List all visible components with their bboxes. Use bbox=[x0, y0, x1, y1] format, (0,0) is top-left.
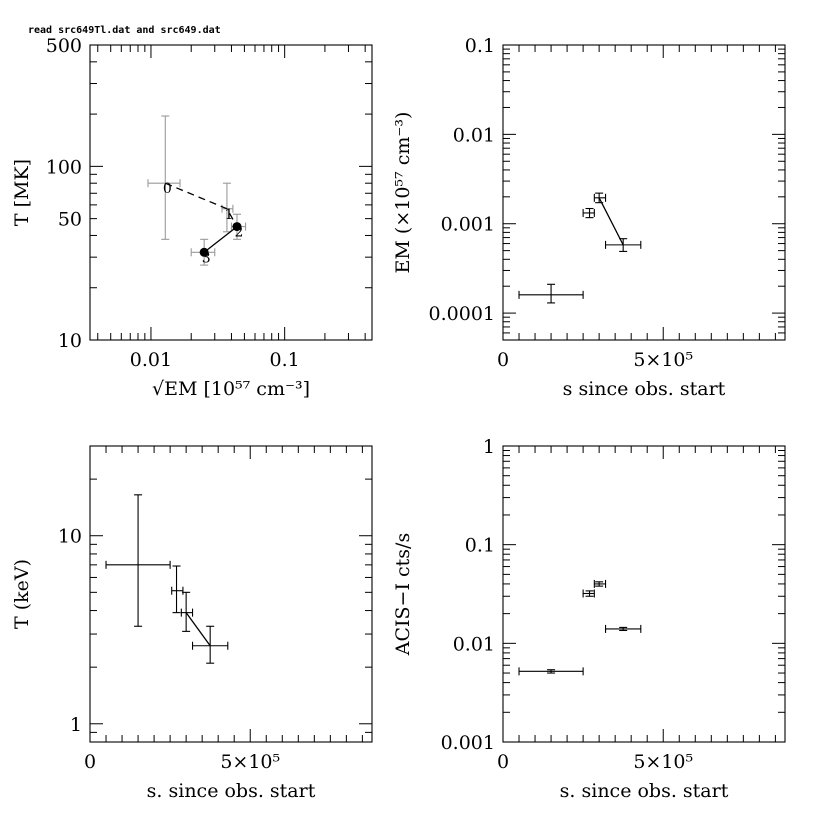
evolution-path-solid bbox=[185, 612, 211, 647]
y-tick-label: 0.1 bbox=[465, 35, 495, 57]
y-axis-label: ACIS−I cts/s bbox=[392, 533, 414, 656]
chart-panel3: 0 5×10⁵ 1 10 s. since obs. start T (keV) bbox=[11, 445, 373, 802]
chart-panel2: 0 5×10⁵ 0.0001 0.001 0.01 0.1 s since obs. sta… bbox=[392, 35, 786, 400]
evolution-path-dashed bbox=[165, 182, 238, 227]
evolution-path-solid bbox=[203, 226, 238, 253]
x-axis-label: s. since obs. start bbox=[147, 780, 316, 802]
y-axis-label: T (keV) bbox=[11, 559, 33, 629]
y-tick-label: 0.01 bbox=[453, 633, 495, 655]
x-tick-label: 0.01 bbox=[130, 349, 172, 371]
y-tick-label: 100 bbox=[46, 156, 82, 178]
x-axis-label: s. since obs. start bbox=[560, 780, 729, 802]
chart-panel4: 0 5×10⁵ 0.001 0.01 0.1 1 s. since obs. start AC… bbox=[392, 436, 786, 802]
evolution-path-solid bbox=[598, 197, 624, 246]
y-tick-label: 0.1 bbox=[465, 535, 495, 557]
header-text: read src649Tl.dat and src649.dat bbox=[28, 25, 221, 36]
y-tick-label: 0.0001 bbox=[429, 303, 495, 325]
data-point-marker bbox=[199, 247, 209, 257]
plot-frame bbox=[89, 445, 373, 743]
plot-frame bbox=[502, 445, 786, 743]
plot-frame bbox=[89, 44, 373, 341]
x-axis-label: √EM [10⁵⁷ cm⁻³] bbox=[152, 378, 310, 400]
chart-panel1: 0.01 0.1 10 50 100 500 √EM [10⁵⁷ cm⁻³] T [MK] 0 1… bbox=[11, 35, 373, 400]
y-tick-label: 10 bbox=[58, 526, 82, 548]
y-tick-label: 1 bbox=[483, 436, 495, 458]
x-tick-label: 5×10⁵ bbox=[220, 751, 280, 773]
point-label: 2 bbox=[235, 225, 244, 241]
data-point-marker bbox=[232, 222, 242, 232]
x-tick-label: 0 bbox=[84, 751, 96, 773]
x-tick-label: 0 bbox=[497, 751, 509, 773]
point-label: 0 bbox=[163, 181, 172, 197]
y-tick-label: 10 bbox=[58, 330, 82, 352]
y-axis-label: EM (×10⁵⁷ cm⁻³) bbox=[392, 112, 414, 274]
x-tick-label: 5×10⁵ bbox=[633, 349, 693, 371]
point-label: 1 bbox=[224, 207, 233, 223]
y-tick-label: 0.01 bbox=[453, 124, 495, 146]
x-tick-label: 0 bbox=[497, 349, 509, 371]
x-axis-label: s since obs. start bbox=[563, 378, 726, 400]
y-tick-label: 500 bbox=[46, 35, 82, 57]
y-axis-label: T [MK] bbox=[11, 159, 33, 226]
x-tick-label: 0.1 bbox=[270, 349, 300, 371]
x-tick-label: 5×10⁵ bbox=[633, 751, 693, 773]
plot-frame bbox=[502, 44, 786, 341]
y-tick-label: 0.001 bbox=[441, 732, 495, 754]
y-tick-label: 1 bbox=[70, 714, 82, 736]
point-label: 3 bbox=[202, 250, 211, 266]
y-tick-label: 50 bbox=[58, 209, 82, 231]
y-tick-label: 0.001 bbox=[441, 214, 495, 236]
